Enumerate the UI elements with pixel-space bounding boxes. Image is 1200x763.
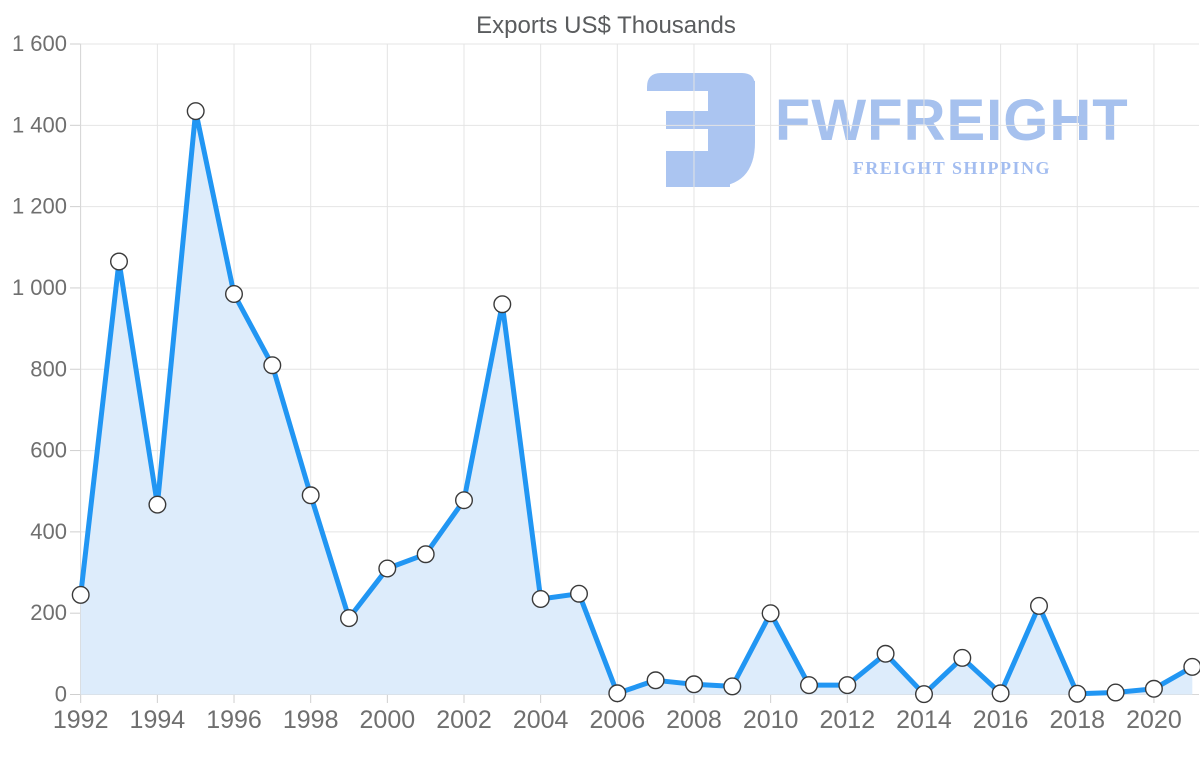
data-point-marker-2015[interactable] — [953, 648, 972, 667]
data-point-marker-2008[interactable] — [685, 675, 704, 694]
chart-title: Exports US$ Thousands — [476, 12, 736, 39]
data-point-marker-2019[interactable] — [1106, 683, 1125, 702]
y-axis-tick-label: 400 — [30, 519, 67, 544]
data-point-marker-2020[interactable] — [1144, 679, 1163, 698]
data-point-marker-2011[interactable] — [800, 676, 819, 695]
x-axis-tick-label: 2020 — [1126, 706, 1182, 734]
y-axis-tick-label: 1 000 — [12, 275, 67, 300]
data-point-marker-1993[interactable] — [109, 252, 128, 271]
y-axis-tick-label: 1 400 — [12, 112, 67, 137]
data-point-marker-1995[interactable] — [186, 102, 205, 121]
data-point-marker-2016[interactable] — [991, 684, 1010, 703]
x-axis-tick-label: 2000 — [360, 706, 416, 734]
data-point-marker-2005[interactable] — [570, 584, 589, 603]
x-axis-tick-label: 1992 — [53, 706, 109, 734]
data-point-marker-2007[interactable] — [646, 671, 665, 690]
fwfreight-logo-icon — [647, 73, 755, 187]
data-point-marker-2001[interactable] — [416, 545, 435, 564]
x-axis-tick-label: 1994 — [130, 706, 186, 734]
x-axis-tick-label: 2006 — [590, 706, 646, 734]
x-axis-tick-label: 1996 — [206, 706, 262, 734]
data-point-marker-1999[interactable] — [340, 609, 359, 628]
x-axis-tick-label: 2018 — [1049, 706, 1105, 734]
x-axis-tick-label: 2002 — [436, 706, 492, 734]
x-axis-tick-label: 2016 — [973, 706, 1029, 734]
data-point-marker-2009[interactable] — [723, 677, 742, 696]
data-point-marker-2021[interactable] — [1183, 657, 1200, 676]
data-point-marker-2006[interactable] — [608, 684, 627, 703]
data-point-marker-2010[interactable] — [761, 604, 780, 623]
y-axis-tick-label: 0 — [55, 682, 67, 707]
data-point-marker-2013[interactable] — [876, 644, 895, 663]
data-point-marker-1994[interactable] — [148, 495, 167, 514]
x-axis-tick-label: 2004 — [513, 706, 569, 734]
data-point-marker-2004[interactable] — [531, 590, 550, 609]
series-line — [78, 108, 1195, 697]
data-point-marker-2003[interactable] — [493, 295, 512, 314]
data-point-marker-1992[interactable] — [71, 585, 90, 604]
y-axis-tick-label: 600 — [30, 438, 67, 463]
data-point-marker-1998[interactable] — [301, 486, 320, 505]
watermark-brand: FWFREIGHT — [775, 88, 1129, 153]
x-axis-tick-label: 2012 — [819, 706, 875, 734]
data-point-marker-2012[interactable] — [838, 676, 857, 695]
series-area-fill — [80, 111, 1193, 695]
data-point-marker-1997[interactable] — [263, 356, 282, 375]
y-axis-tick-label: 800 — [30, 356, 67, 381]
x-axis-tick-label: 2014 — [896, 706, 952, 734]
data-point-marker-2002[interactable] — [455, 491, 474, 510]
y-axis-tick-label: 1 200 — [12, 194, 67, 219]
data-point-marker-2000[interactable] — [378, 559, 397, 578]
data-point-marker-1996[interactable] — [224, 285, 243, 304]
y-axis-tick-label: 200 — [30, 600, 67, 625]
data-point-marker-2017[interactable] — [1029, 596, 1048, 615]
y-axis-tick-label: 1 600 — [12, 31, 67, 56]
x-axis-tick-label: 2010 — [743, 706, 799, 734]
data-point-marker-2018[interactable] — [1068, 684, 1087, 703]
x-axis-tick-label: 2008 — [666, 706, 722, 734]
x-axis-tick-label: 1998 — [283, 706, 339, 734]
data-point-marker-2014[interactable] — [915, 685, 934, 704]
